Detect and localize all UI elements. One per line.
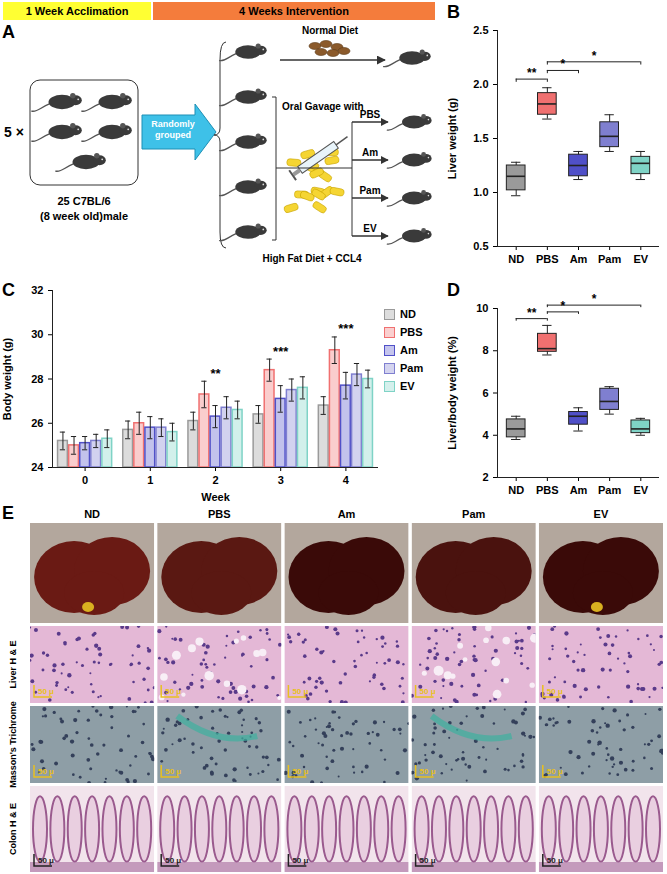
svg-text:6: 6 bbox=[482, 387, 488, 399]
svg-text:PBS: PBS bbox=[536, 253, 559, 265]
svg-text:High Fat Diet + CCL4: High Fat Diet + CCL4 bbox=[262, 253, 362, 264]
svg-text:30: 30 bbox=[31, 328, 43, 340]
svg-text:EV: EV bbox=[594, 508, 609, 520]
html-text:A: A bbox=[2, 22, 15, 42]
svg-text:25 C7BL/6: 25 C7BL/6 bbox=[57, 195, 110, 207]
svg-text:4 Weeks Intervention: 4 Weeks Intervention bbox=[239, 5, 349, 17]
svg-text:50 μ: 50 μ bbox=[420, 687, 436, 696]
svg-text:**: ** bbox=[527, 306, 537, 320]
svg-text:32: 32 bbox=[31, 284, 43, 296]
svg-text:50 μ: 50 μ bbox=[420, 856, 436, 865]
html-text:Am: Am bbox=[400, 344, 418, 356]
svg-text:EV: EV bbox=[633, 253, 648, 265]
svg-text:*: * bbox=[592, 292, 597, 306]
svg-text:50 μ: 50 μ bbox=[547, 687, 563, 696]
svg-text:1: 1 bbox=[147, 474, 153, 486]
svg-text:50 μ: 50 μ bbox=[547, 767, 563, 776]
svg-text:2: 2 bbox=[482, 471, 488, 483]
svg-text:Pam: Pam bbox=[359, 185, 380, 196]
svg-text:Oral Gavage with: Oral Gavage with bbox=[282, 101, 364, 112]
svg-text:10: 10 bbox=[476, 302, 488, 314]
svg-text:Colon H & E: Colon H & E bbox=[8, 803, 18, 855]
svg-text:Pam: Pam bbox=[598, 484, 621, 496]
svg-text:Am: Am bbox=[338, 508, 356, 520]
svg-text:28: 28 bbox=[31, 373, 43, 385]
svg-text:Am: Am bbox=[362, 147, 378, 158]
svg-text:*: * bbox=[561, 57, 566, 71]
svg-text:Liver/body weight (%): Liver/body weight (%) bbox=[446, 336, 458, 450]
svg-text:26: 26 bbox=[31, 417, 43, 429]
svg-text:Am: Am bbox=[570, 253, 588, 265]
svg-text:1 Week Acclimation: 1 Week Acclimation bbox=[26, 5, 129, 17]
svg-text:4: 4 bbox=[482, 429, 489, 441]
svg-text:50 μ: 50 μ bbox=[165, 767, 181, 776]
svg-text:ND: ND bbox=[84, 508, 100, 520]
svg-text:50 μ: 50 μ bbox=[547, 856, 563, 865]
svg-text:ND: ND bbox=[508, 253, 524, 265]
svg-text:50 μ: 50 μ bbox=[292, 767, 308, 776]
svg-text:5 ×: 5 × bbox=[4, 124, 24, 140]
svg-text:Body weight (g): Body weight (g) bbox=[1, 337, 13, 420]
svg-text:EV: EV bbox=[633, 484, 648, 496]
svg-text:4: 4 bbox=[343, 474, 350, 486]
svg-text:PBS: PBS bbox=[360, 109, 381, 120]
svg-text:(8 week old)male: (8 week old)male bbox=[40, 210, 128, 222]
html-text:B: B bbox=[447, 2, 460, 22]
svg-text:EV: EV bbox=[363, 223, 377, 234]
svg-text:ND: ND bbox=[508, 484, 524, 496]
svg-text:Week: Week bbox=[201, 491, 230, 503]
svg-text:50 μ: 50 μ bbox=[292, 856, 308, 865]
svg-text:Randomlygrouped: Randomlygrouped bbox=[151, 119, 195, 140]
svg-text:***: *** bbox=[338, 321, 354, 336]
svg-text:*: * bbox=[592, 49, 597, 63]
html-text:D: D bbox=[447, 280, 460, 300]
svg-text:**: ** bbox=[210, 366, 221, 381]
html-text:EV: EV bbox=[400, 380, 415, 392]
svg-text:8: 8 bbox=[482, 344, 488, 356]
svg-text:2.5: 2.5 bbox=[473, 24, 488, 36]
svg-text:2: 2 bbox=[212, 474, 218, 486]
svg-text:3: 3 bbox=[278, 474, 284, 486]
svg-text:Normal Diet: Normal Diet bbox=[302, 25, 359, 36]
svg-text:1.0: 1.0 bbox=[473, 186, 488, 198]
svg-text:Liver H & E: Liver H & E bbox=[8, 640, 18, 688]
html-text:C: C bbox=[2, 280, 15, 300]
svg-text:PBS: PBS bbox=[536, 484, 559, 496]
html-text:PBS: PBS bbox=[400, 326, 423, 338]
svg-text:***: *** bbox=[273, 344, 289, 359]
svg-text:50 μ: 50 μ bbox=[420, 767, 436, 776]
svg-text:50 μ: 50 μ bbox=[165, 687, 181, 696]
svg-text:Am: Am bbox=[570, 484, 588, 496]
svg-text:Pam: Pam bbox=[598, 253, 621, 265]
html-text:Pam: Pam bbox=[400, 362, 424, 374]
svg-text:50 μ: 50 μ bbox=[38, 767, 54, 776]
svg-text:50 μ: 50 μ bbox=[38, 687, 54, 696]
svg-text:50 μ: 50 μ bbox=[165, 856, 181, 865]
svg-text:Masson's Trichrome: Masson's Trichrome bbox=[8, 701, 18, 788]
svg-text:50 μ: 50 μ bbox=[292, 687, 308, 696]
svg-text:50 μ: 50 μ bbox=[38, 856, 54, 865]
svg-text:0.5: 0.5 bbox=[473, 240, 488, 252]
svg-text:*: * bbox=[561, 299, 566, 313]
svg-text:1.5: 1.5 bbox=[473, 132, 488, 144]
svg-text:24: 24 bbox=[31, 461, 44, 473]
svg-text:Liver weight (g): Liver weight (g) bbox=[446, 98, 458, 180]
svg-text:2.0: 2.0 bbox=[473, 78, 488, 90]
svg-text:Pam: Pam bbox=[462, 508, 485, 520]
svg-text:**: ** bbox=[527, 66, 537, 80]
svg-text:PBS: PBS bbox=[208, 508, 231, 520]
html-text:ND: ND bbox=[400, 308, 416, 320]
html-text:E: E bbox=[2, 503, 14, 523]
svg-text:0: 0 bbox=[82, 474, 88, 486]
